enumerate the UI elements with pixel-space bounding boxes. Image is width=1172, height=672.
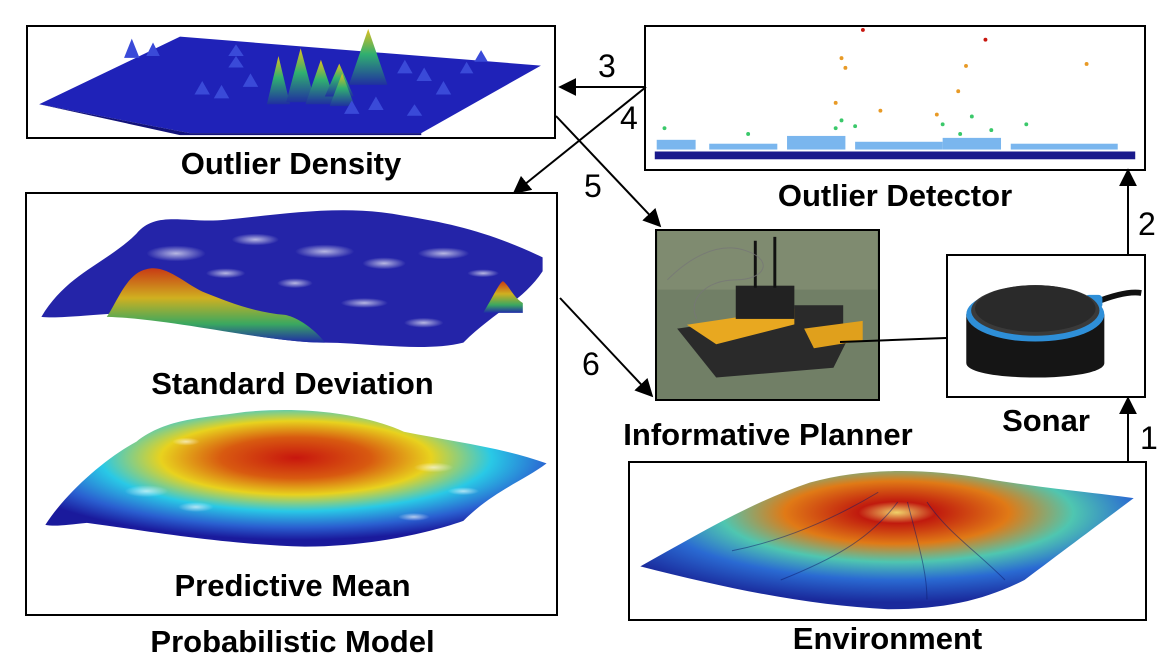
standard-deviation-surface bbox=[41, 210, 543, 347]
arrow-3-number: 3 bbox=[598, 48, 616, 84]
arrow-2-number: 2 bbox=[1138, 206, 1156, 242]
outlier-density-panel bbox=[26, 25, 556, 139]
outlier-detector-scatter bbox=[654, 27, 1136, 160]
environment-label: Environment bbox=[792, 621, 983, 656]
predictive-mean-label: Predictive Mean bbox=[174, 568, 411, 603]
outlier-density-surface bbox=[39, 28, 541, 136]
informative-planner-panel bbox=[655, 229, 880, 401]
probabilistic-model-label: Probabilistic Model bbox=[150, 624, 435, 659]
sonar-label: Sonar bbox=[1002, 403, 1090, 438]
outlier-density-label: Outlier Density bbox=[180, 146, 402, 181]
boat-photo bbox=[657, 231, 878, 399]
predictive-mean-surface bbox=[45, 409, 547, 547]
environment-surface bbox=[640, 471, 1134, 610]
arrow-5-number: 5 bbox=[584, 168, 602, 204]
sonar-panel bbox=[946, 254, 1146, 398]
outlier-detector-panel bbox=[644, 25, 1146, 171]
arrow-6-number: 6 bbox=[582, 346, 600, 382]
informative-planner-label: Informative Planner bbox=[623, 417, 913, 452]
standard-deviation-label: Standard Deviation bbox=[151, 366, 434, 401]
sonar-device bbox=[966, 285, 1142, 378]
arrow-6 bbox=[559, 297, 654, 398]
arrow-1-number: 1 bbox=[1140, 420, 1158, 456]
probabilistic-model-panel bbox=[25, 192, 558, 616]
outlier-detector-label: Outlier Detector bbox=[777, 178, 1013, 213]
arrow-4-number: 4 bbox=[620, 100, 638, 136]
environment-panel bbox=[628, 461, 1147, 621]
